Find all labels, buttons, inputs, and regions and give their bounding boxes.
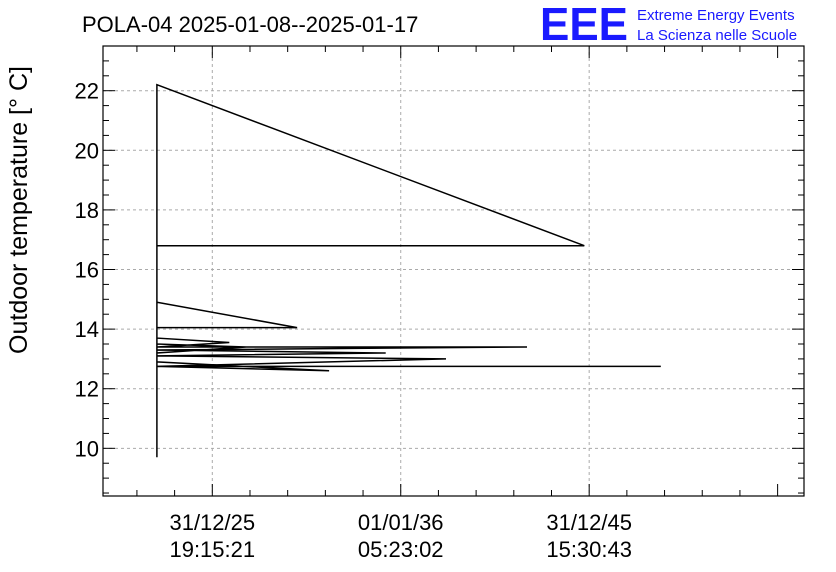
y-tick-label: 18 — [75, 198, 99, 223]
x-tick-date: 01/01/36 — [358, 510, 444, 535]
grid-lines — [103, 46, 804, 496]
y-tick-label: 22 — [75, 79, 99, 104]
y-tick-label: 14 — [75, 317, 99, 342]
eee-logo-line1: Extreme Energy Events — [637, 7, 795, 24]
data-series — [156, 83, 661, 458]
series-line-0 — [156, 83, 661, 458]
x-tick-date: 31/12/45 — [546, 510, 632, 535]
y-tick-label: 16 — [75, 258, 99, 283]
y-tick-labels: 10 12 14 16 18 20 22 — [75, 79, 99, 462]
y-tick-label: 20 — [75, 138, 99, 163]
plot-frame — [102, 45, 805, 497]
x-tick-time: 19:15:21 — [169, 537, 255, 562]
eee-logo: EEE Extreme Energy Events La Scienza nel… — [540, 0, 797, 50]
eee-logo-letters: EEE — [540, 0, 628, 50]
x-tick-time: 15:30:43 — [546, 537, 632, 562]
axes — [102, 45, 805, 497]
chart-title: POLA-04 2025-01-08--2025-01-17 — [82, 12, 418, 37]
eee-logo-line2: La Scienza nelle Scuole — [637, 27, 797, 44]
y-tick-label: 10 — [75, 436, 99, 461]
x-tick-date: 31/12/25 — [169, 510, 255, 535]
x-tick-time: 05:23:02 — [358, 537, 444, 562]
y-tick-label: 12 — [75, 377, 99, 402]
y-axis-label: Outdoor temperature [° C] — [5, 66, 33, 354]
